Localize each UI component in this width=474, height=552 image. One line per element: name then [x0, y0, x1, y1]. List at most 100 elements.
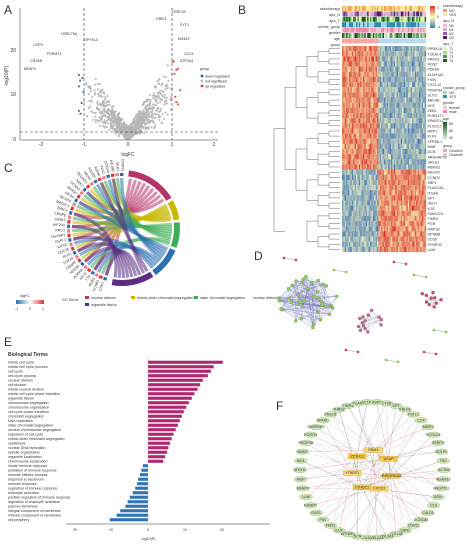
annotation-cell	[377, 22, 379, 28]
annotation-cell	[358, 16, 361, 22]
volcano-point	[143, 100, 146, 103]
annotation-cell	[413, 22, 415, 28]
heatmap-cell	[421, 221, 424, 227]
network-edge	[329, 296, 337, 315]
annotation-cell	[413, 11, 415, 17]
heatmap-cell	[407, 169, 410, 175]
volcano-point	[142, 109, 145, 112]
heatmap-cell	[375, 112, 378, 119]
heatmap-cell	[405, 159, 407, 165]
heatmap-cell	[342, 185, 344, 191]
annotation-cell	[399, 16, 401, 22]
heatmap-cell	[385, 236, 387, 242]
heatmap-cell	[386, 221, 389, 227]
heatmap-cell	[357, 215, 359, 222]
heatmap-cell	[414, 246, 417, 253]
network-edge	[280, 279, 304, 309]
heatmap-cell	[412, 112, 414, 119]
heatmap-cell	[412, 56, 414, 62]
annotation-cell	[395, 6, 397, 11]
heatmap-cell	[354, 210, 357, 217]
heatmap-cell	[368, 51, 371, 57]
heatmap-cell	[412, 149, 414, 155]
heatmap-cell	[421, 174, 424, 180]
heatmap-cell	[375, 128, 378, 134]
annotation-cell	[379, 16, 382, 22]
heatmap-cell	[420, 128, 422, 134]
heatmap-cell	[349, 226, 351, 232]
heatmap-cell	[378, 231, 380, 237]
heatmap-cell	[389, 46, 392, 52]
annotation-cell	[342, 33, 344, 38]
heatmap-cell	[374, 210, 376, 217]
heatmap-cell	[410, 56, 413, 62]
heatmap-cell	[350, 174, 352, 180]
heatmap-cell	[371, 61, 373, 67]
heatmap-cell	[370, 159, 372, 165]
heatmap-cell	[385, 66, 387, 72]
annotation-cell	[358, 33, 361, 38]
heatmap-cell	[342, 102, 344, 108]
heatmap-cell	[378, 123, 380, 129]
heatmap-cell	[344, 82, 347, 88]
heatmap-cell	[406, 149, 408, 155]
heatmap-cell	[343, 133, 345, 139]
heatmap-cell	[421, 200, 424, 206]
heatmap-cell	[357, 123, 359, 129]
network-edge	[315, 449, 374, 514]
heatmap-cell	[367, 246, 369, 253]
heatmap-cell	[384, 154, 386, 160]
annotation-cell	[379, 6, 382, 11]
heatmap-cell	[413, 61, 415, 67]
volcano-point	[136, 120, 139, 123]
heatmap-cell	[409, 221, 411, 227]
heatmap-cell	[421, 190, 424, 196]
volcano-point	[116, 113, 119, 116]
heatmap-cell	[377, 138, 379, 144]
heatmap-cell	[378, 102, 380, 108]
network-node	[384, 358, 388, 362]
heatmap-cell	[357, 169, 359, 175]
heatmap-cell	[385, 174, 387, 180]
heatmap-cell	[354, 179, 357, 186]
annotation-cell	[358, 22, 361, 28]
heatmap-cell	[374, 97, 376, 103]
heatmap-cell	[407, 210, 410, 217]
annotation-cell	[364, 33, 366, 38]
go-bar	[127, 500, 148, 504]
heatmap-cell	[405, 76, 407, 83]
heatmap-cell	[386, 231, 389, 237]
chord-gene-label: CDKN3	[121, 159, 125, 171]
heatmap-cell	[378, 66, 380, 72]
logfc-color-scale	[16, 300, 44, 304]
heatmap-cell	[347, 169, 350, 175]
heatmap-cell	[391, 143, 393, 150]
network-node	[356, 350, 360, 354]
annotation-cell	[405, 16, 407, 22]
outer-node	[421, 424, 435, 431]
chord-gene-label: TPX2	[99, 165, 106, 175]
gene-label: ATP2A3	[180, 59, 193, 63]
volcano-point	[107, 115, 110, 118]
heatmap-cell	[382, 102, 385, 108]
volcano-point	[146, 126, 149, 129]
heatmap-cell	[360, 185, 362, 191]
heatmap-cell	[346, 61, 348, 67]
heatmap-cell	[403, 56, 406, 62]
dendrogram-branch	[328, 202, 340, 209]
annotation-cell	[354, 33, 357, 38]
volcano-point	[149, 102, 152, 105]
heatmap-cell	[351, 185, 354, 191]
outer-node-label: TIMP3	[343, 404, 354, 408]
annotation-cell	[347, 38, 350, 44]
heatmap-cell	[407, 226, 410, 232]
heatmap-cell	[356, 138, 358, 144]
heatmap-cell	[407, 221, 410, 227]
heatmap-cell	[395, 138, 397, 144]
network-edge	[379, 434, 434, 489]
legend-swatch	[443, 106, 447, 109]
heatmap-cell	[391, 56, 393, 62]
chord-ribbon	[89, 237, 170, 269]
dendrogram-branch	[328, 130, 340, 137]
volcano-point	[176, 67, 179, 70]
